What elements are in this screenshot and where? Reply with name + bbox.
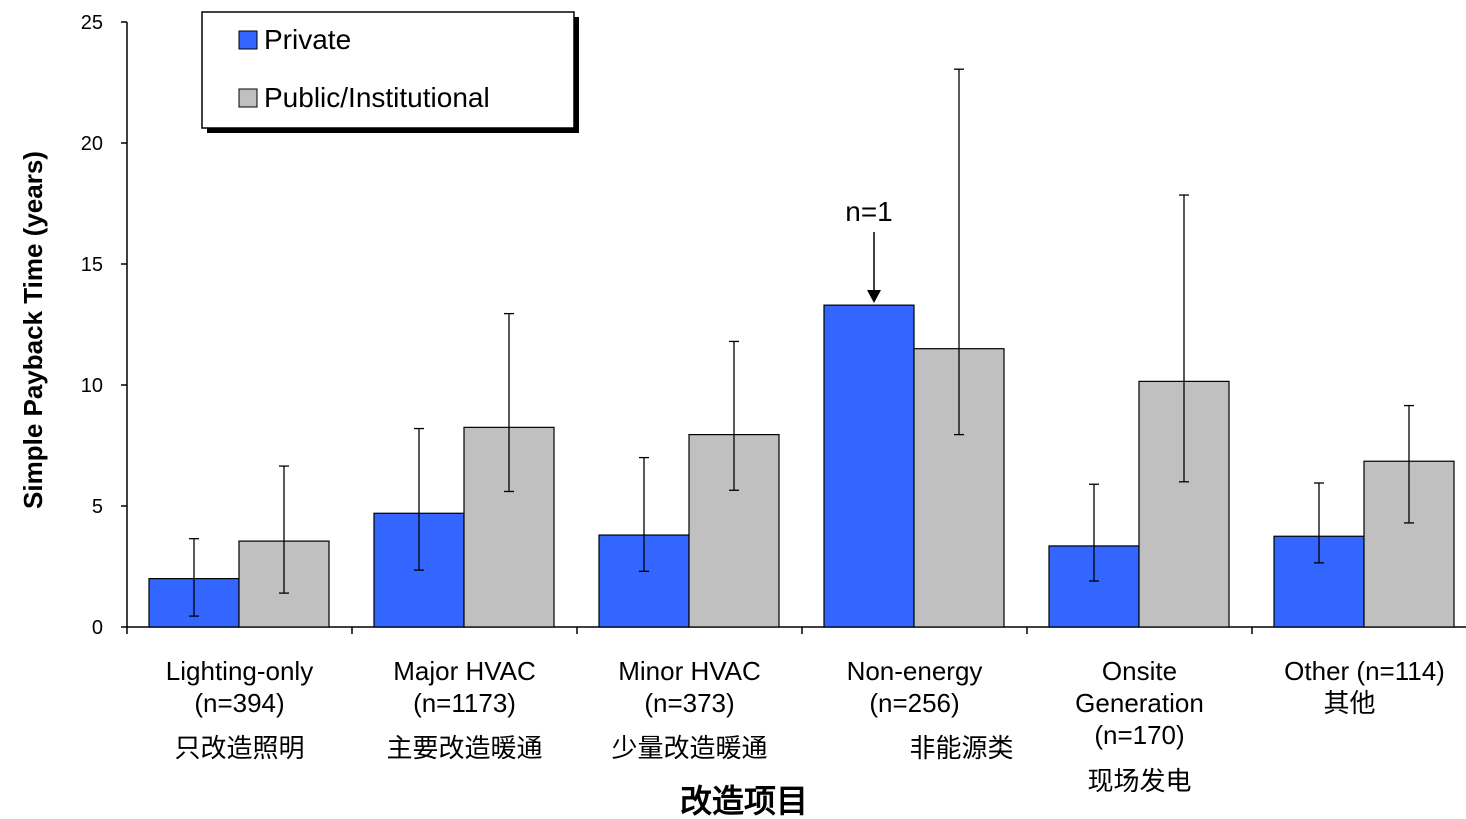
legend-swatch-private xyxy=(238,30,258,50)
category-label1: Major HVAC xyxy=(393,656,536,686)
category-label3: (n=170) xyxy=(1094,720,1184,750)
category-label-5: Other (n=114)其他 xyxy=(1284,656,1445,719)
error-bar xyxy=(1404,404,1414,524)
error-bar xyxy=(279,465,289,594)
category-label1: Lighting-only xyxy=(166,656,313,686)
y-tick-label: 0 xyxy=(92,617,103,639)
error-bar xyxy=(1314,482,1324,564)
y-tick-label: 5 xyxy=(92,496,103,518)
annotation-text: n=1 xyxy=(845,196,893,227)
category-cn-label: 主要改造暖通 xyxy=(386,734,542,764)
y-axis-label: Simple Payback Time (years) xyxy=(18,151,48,509)
category-label2: (n=256) xyxy=(869,688,959,718)
bars-group xyxy=(148,304,1455,628)
category-label1: Minor HVAC xyxy=(618,656,761,686)
legend-label-private: Private xyxy=(264,24,351,55)
error-bar xyxy=(1179,194,1189,483)
error-bar xyxy=(729,340,739,491)
x-axis-ticks xyxy=(126,627,1253,634)
category-label-2: Minor HVAC(n=373) 少量改造暖通 xyxy=(611,656,767,764)
x-axis-label: 改造项目 xyxy=(680,782,808,819)
error-bar xyxy=(954,68,964,436)
y-tick-label: 25 xyxy=(81,12,103,34)
category-label2: (n=373) xyxy=(644,688,734,718)
category-label2: (n=394) xyxy=(194,688,284,718)
category-label1: Non-energy xyxy=(847,656,983,686)
category-label-1: Major HVAC(n=1173) 主要改造暖通 xyxy=(386,656,542,764)
error-bar xyxy=(639,456,649,572)
category-label-0: Lighting-only(n=394) 只改造照明 xyxy=(166,656,313,764)
bar-private-3 xyxy=(823,304,915,628)
category-cn-label: 只改造照明 xyxy=(174,734,304,764)
legend-label-public: Public/Institutional xyxy=(264,82,490,113)
error-bar xyxy=(1089,483,1099,582)
error-bars-group xyxy=(189,68,1414,617)
category-cn-label: 其他 xyxy=(1323,689,1375,719)
error-bar xyxy=(504,312,514,493)
category-label1: Other (n=114) xyxy=(1284,656,1445,686)
category-labels: Lighting-only(n=394) 只改造照明 Major HVAC(n=11… xyxy=(166,656,1445,797)
error-bar xyxy=(189,538,199,617)
legend-swatch-public xyxy=(238,88,258,108)
annotation-arrowhead xyxy=(867,290,881,303)
y-tick-label: 10 xyxy=(81,375,103,397)
category-label2: Generation xyxy=(1075,688,1204,718)
category-cn-label: 非能源类 xyxy=(909,734,1013,764)
category-label2: (n=1173) xyxy=(413,688,516,718)
y-tick-label: 15 xyxy=(81,254,103,276)
y-tick-label: 20 xyxy=(81,133,103,155)
error-bar xyxy=(414,427,424,571)
category-cn-label: 少量改造暖通 xyxy=(611,734,767,764)
legend-box xyxy=(201,11,575,129)
category-cn-label: 现场发电 xyxy=(1087,767,1191,797)
category-label1: Onsite xyxy=(1102,656,1177,686)
legend: Private Public/Institutional xyxy=(201,11,579,133)
annotation-n1: n=1 xyxy=(845,196,893,303)
category-label-3: Non-energy(n=256) 非能源类 xyxy=(847,656,1014,764)
y-axis-ticks: 0 5 10 15 20 25 xyxy=(81,12,127,639)
